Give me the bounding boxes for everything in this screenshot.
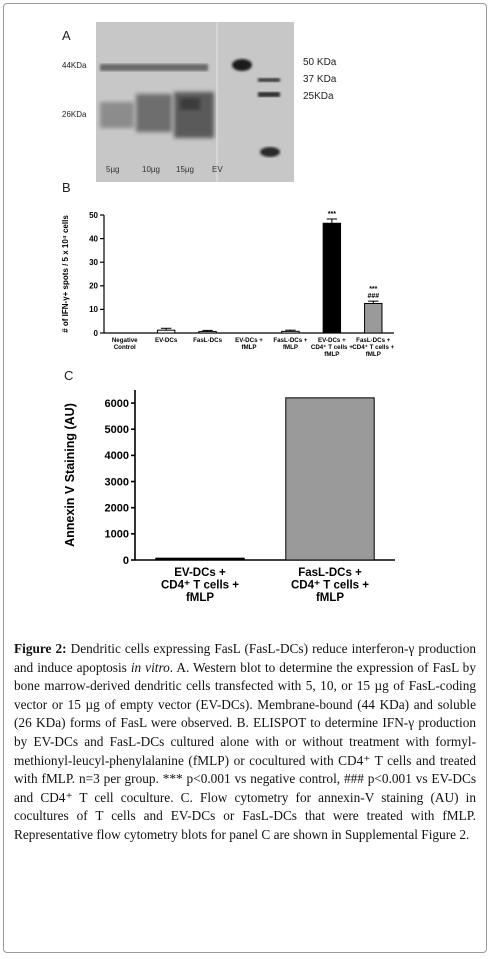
significance-label: ### (367, 293, 379, 300)
bar (322, 222, 342, 334)
category-label: EV-DCs (155, 337, 178, 344)
y-tick-label: 0 (94, 329, 99, 338)
annexin-chart: 0 1000 2000 3000 4000 5000 6000 Annexin V Stain… (63, 390, 395, 604)
lane-label-15ug: 15µg (176, 165, 194, 174)
significance-label: *** (369, 286, 377, 293)
blot-right-label-25: 25KDa (303, 91, 334, 102)
y-tick-label: 40 (89, 234, 98, 243)
y-tick-label: 10 (89, 305, 98, 314)
y-tick-label: 5000 (105, 424, 129, 436)
figure-caption: Figure 2: Dendritic cells expressing Fas… (14, 640, 476, 845)
figure-label: Figure 2: (14, 641, 67, 656)
blot-right-label-50: 50 KDa (303, 57, 337, 68)
bar (364, 303, 383, 334)
category-label: FasL-DCs (193, 337, 222, 344)
lane-label-5ug: 5µg (106, 165, 120, 174)
y-axis-label: # of IFN-γ+ spots / 5 x 10⁴ cells (61, 215, 70, 333)
category-label: CD4⁺ T cells + (311, 344, 353, 351)
category-label: fMLP (186, 592, 214, 604)
lane-label-ev: EV (212, 165, 223, 174)
elispot-chart: 0 10 20 30 40 50 # of IFN-γ+ spots / 5 x 10⁴ c… (61, 211, 395, 358)
blot-left-label-26: 26KDa (62, 110, 87, 119)
y-tick-label: 4000 (105, 450, 129, 462)
y-axis-label: Annexin V Staining (AU) (63, 403, 77, 547)
caption-text-2: . A. Western blot to determine the expre… (14, 659, 476, 842)
y-tick-label: 2000 (105, 503, 129, 515)
category-label: CD4⁺ T cells + (291, 580, 369, 592)
category-label: EV-DCs + (174, 567, 226, 579)
bar (285, 397, 375, 561)
y-tick-label: 20 (89, 282, 98, 291)
panel-a-letter: A (62, 28, 71, 43)
y-tick-label: 0 (123, 555, 129, 567)
bar (281, 330, 300, 334)
caption-italic: in vitro (130, 659, 170, 675)
panel-b-letter: B (62, 180, 71, 195)
category-label: fMLP (316, 592, 344, 604)
bar (198, 331, 217, 334)
blot-right-label-37: 37 KDa (303, 74, 337, 85)
category-label: fMLP (283, 344, 298, 351)
caption-paragraph: Figure 2: Dendritic cells expressing Fas… (14, 640, 476, 845)
category-label: fMLP (241, 344, 256, 351)
category-label: Negative (112, 337, 138, 344)
category-label: Control (114, 344, 136, 351)
significance-label: *** (328, 211, 336, 218)
category-label: fMLP (366, 351, 381, 358)
bar (155, 557, 245, 561)
category-label: EV-DCs + (235, 337, 263, 344)
category-label: fMLP (324, 351, 339, 358)
y-tick-label: 50 (89, 211, 98, 220)
bar (156, 329, 176, 334)
y-tick-label: 30 (89, 258, 98, 267)
blot-left-label-44: 44KDa (62, 61, 87, 70)
western-blot-graphic (96, 22, 294, 182)
y-tick-label: 3000 (105, 476, 129, 488)
y-tick-label: 6000 (105, 398, 129, 410)
category-label: FasL-DCs + (298, 567, 362, 579)
caption-text-1: Dendritic cells expressing FasL (FasL-DC… (14, 641, 476, 675)
category-label: CD4⁺ T cells + (352, 344, 394, 351)
panel-c-letter: C (64, 368, 74, 383)
figure-frame (3, 3, 487, 953)
category-label: CD4⁺ T cells + (161, 580, 239, 592)
y-tick-label: 1000 (105, 529, 129, 541)
lane-label-10ug: 10µg (142, 165, 160, 174)
category-label: FasL-DCs + (273, 337, 308, 344)
western-blot-image: 5µg 10µg 15µg EV (96, 22, 294, 182)
category-label: FasL-DCs + (356, 337, 391, 344)
category-label: EV-DCs + (318, 337, 346, 344)
